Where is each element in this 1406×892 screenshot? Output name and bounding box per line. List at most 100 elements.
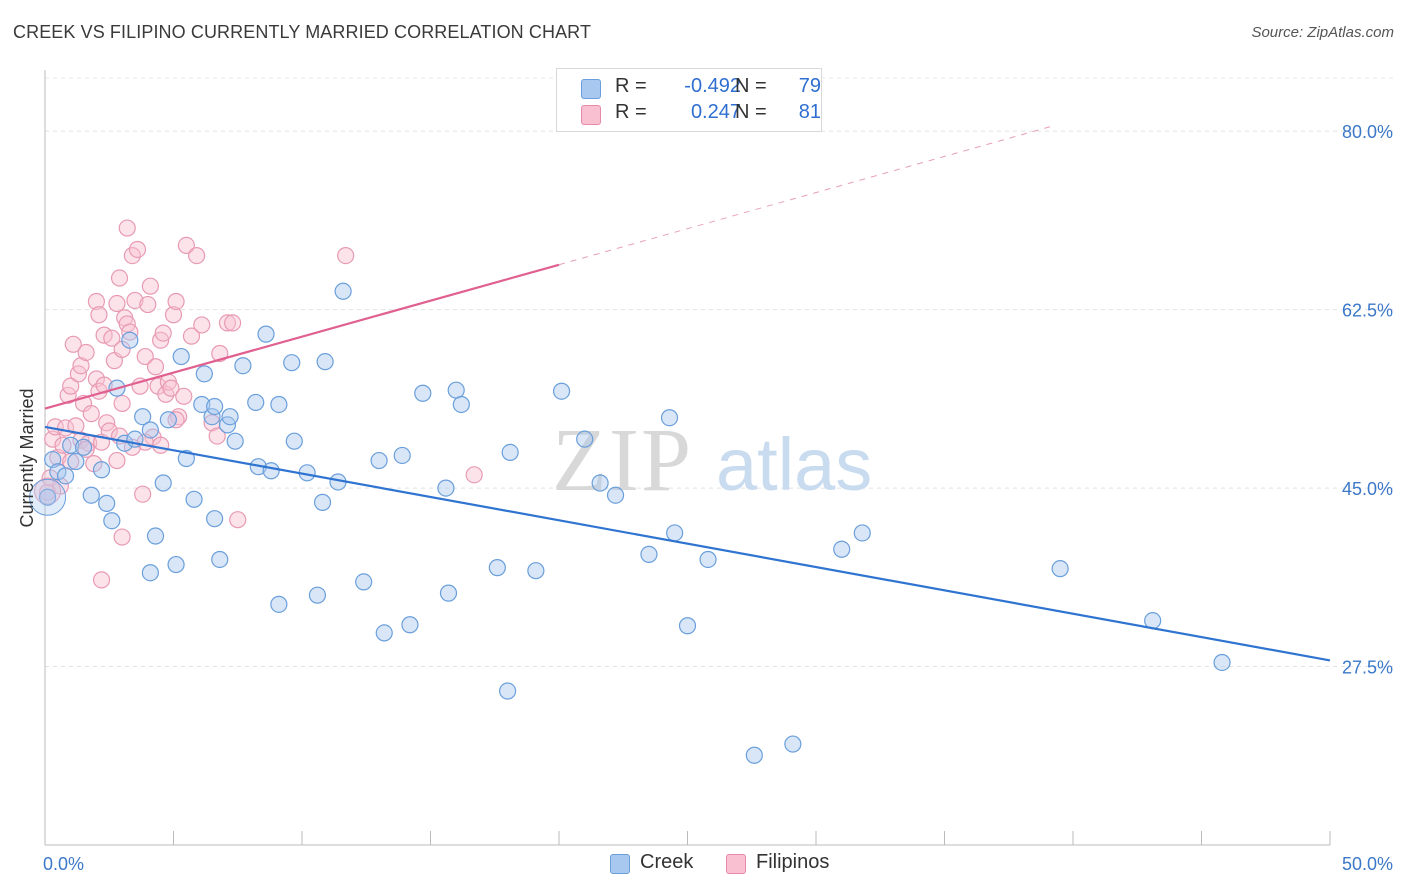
- source-label: Source: ZipAtlas.com: [1251, 24, 1394, 41]
- x-tick-label: 50.0%: [1342, 854, 1393, 874]
- creek-point: [206, 510, 224, 528]
- filipinos-point: [208, 427, 226, 445]
- creek-point: [591, 474, 609, 492]
- creek-point: [38, 488, 57, 506]
- creek-point: [640, 545, 658, 563]
- creek-point: [499, 682, 517, 700]
- creek-point: [375, 624, 393, 642]
- filipinos-point: [72, 357, 90, 375]
- filipinos-point: [118, 219, 136, 237]
- creek-point: [74, 438, 93, 456]
- creek-point: [283, 354, 301, 372]
- creek-point: [159, 411, 177, 429]
- legend-r-value: 0.247: [690, 101, 741, 123]
- legend-r-label: R =: [615, 101, 647, 123]
- creek-point: [177, 449, 195, 468]
- creek-point: [56, 467, 75, 485]
- filipinos-point: [77, 343, 95, 362]
- creek-points: [29, 282, 1231, 764]
- creek-point: [745, 746, 763, 764]
- legend-n-value: 81: [798, 101, 821, 123]
- filipinos-point: [126, 291, 144, 310]
- filipinos-point: [218, 314, 237, 332]
- filipinos-points: [34, 219, 483, 589]
- creek-point: [98, 494, 116, 512]
- creek-point: [195, 365, 213, 383]
- creek-point: [103, 512, 121, 530]
- creek-point: [270, 595, 288, 613]
- legend-swatch-filipinos: [726, 854, 746, 874]
- filipinos-point: [193, 316, 211, 334]
- creek-point: [660, 409, 679, 427]
- legend-n-label: N =: [735, 75, 767, 97]
- filipinos-point: [103, 329, 121, 347]
- chart-title: CREEK VS FILIPINO CURRENTLY MARRIED CORR…: [13, 22, 592, 42]
- creek-point: [401, 616, 419, 634]
- filipinos-point: [92, 571, 111, 589]
- creek-point: [606, 486, 625, 504]
- creek-point: [527, 562, 545, 580]
- creek-point: [226, 432, 244, 450]
- creek-point: [262, 462, 280, 480]
- creek-point: [134, 408, 152, 426]
- trend-lines: [44, 125, 1331, 662]
- legend-swatch-filipinos: [581, 105, 601, 125]
- creek-point: [552, 382, 571, 400]
- creek-point: [203, 408, 221, 426]
- creek-point: [221, 408, 239, 426]
- legend-r-value: -0.492: [684, 75, 741, 97]
- filipinos-point: [146, 358, 165, 376]
- filipinos-point: [62, 377, 80, 395]
- creek-point: [355, 573, 373, 591]
- filipinos-point: [177, 236, 195, 254]
- creek-point: [393, 446, 411, 465]
- filipinos-point: [167, 292, 185, 311]
- creek-point: [678, 617, 697, 635]
- filipinos-point: [152, 436, 170, 454]
- filipinos-point: [64, 335, 82, 353]
- legend-row-creek: R = -0.492 N = 79: [581, 75, 821, 101]
- creek-point: [576, 430, 594, 448]
- creek-point: [370, 451, 388, 470]
- filipinos-point: [188, 246, 206, 265]
- filipinos-point: [154, 324, 172, 342]
- creek-point: [193, 395, 211, 414]
- creek-point: [439, 584, 458, 602]
- creek-point: [185, 490, 203, 508]
- creek-point: [92, 461, 111, 479]
- watermark-atlas: atlas: [716, 423, 872, 506]
- creek-point: [666, 524, 684, 542]
- filipinos-trend-line: [44, 263, 560, 410]
- filipinos-point: [134, 485, 152, 503]
- legend-n-value: 79: [798, 75, 821, 97]
- y-tick-label: 80.0%: [1342, 122, 1393, 142]
- filipinos-point: [113, 528, 131, 546]
- filipinos-point: [90, 306, 108, 324]
- creek-point: [833, 540, 851, 558]
- y-tick-label: 27.5%: [1342, 658, 1393, 678]
- creek-point: [334, 282, 352, 300]
- creek-point: [247, 393, 265, 412]
- legend-n-label: N =: [735, 101, 767, 123]
- filipinos-point: [224, 314, 242, 332]
- creek-cluster-point: [29, 478, 67, 516]
- filipinos-point: [82, 405, 100, 423]
- creek-point: [146, 527, 165, 545]
- filipinos-point: [87, 292, 106, 311]
- watermark-zip: ZIP: [552, 411, 693, 510]
- y-axis-title: Currently Married: [17, 388, 37, 527]
- filipinos-point: [141, 277, 159, 295]
- legend-label-filipinos: Filipinos: [756, 851, 830, 873]
- filipinos-point: [337, 246, 355, 265]
- filipinos-point: [128, 240, 147, 259]
- legend-row-filipinos: R = 0.247 N = 81: [581, 101, 821, 127]
- filipinos-point: [170, 408, 188, 426]
- filipinos-point: [229, 511, 247, 529]
- creek-point: [308, 586, 327, 604]
- filipinos-cluster-point: [34, 477, 62, 505]
- creek-point: [488, 559, 506, 577]
- creek-point: [62, 436, 80, 454]
- creek-point: [154, 474, 172, 492]
- tick-labels: 80.0% 62.5% 45.0% 27.5% 0.0% 50.0%: [43, 122, 1393, 874]
